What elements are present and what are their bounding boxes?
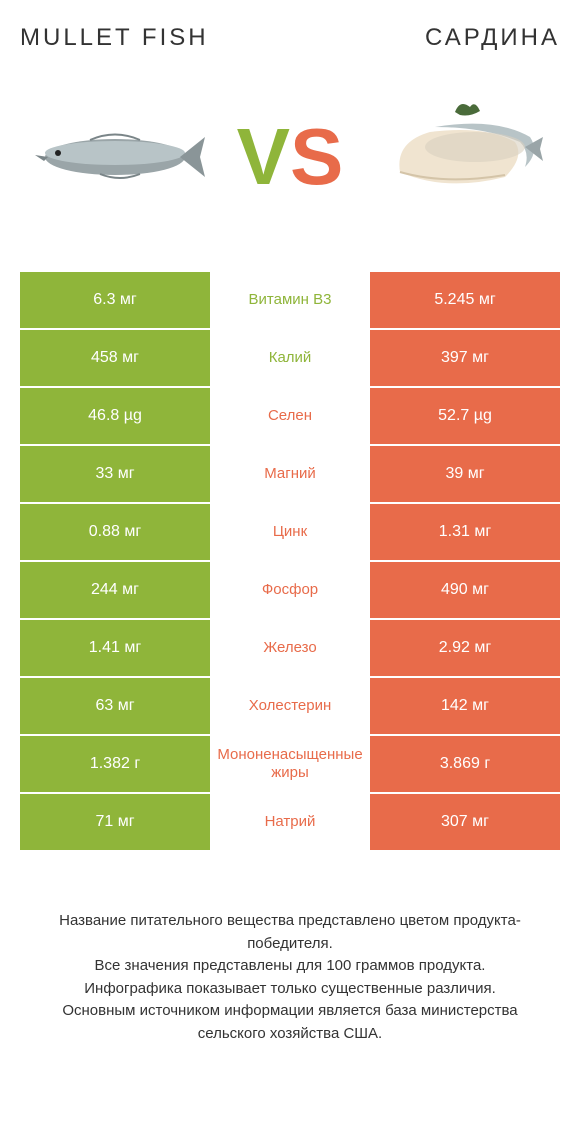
nutrient-label: Фосфор bbox=[212, 562, 368, 618]
nutrient-label: Холестерин bbox=[212, 678, 368, 734]
table-row: 0.88 мгЦинк1.31 мг bbox=[20, 504, 560, 560]
value-right: 307 мг bbox=[370, 794, 560, 850]
image-left bbox=[30, 92, 210, 222]
nutrient-label: Витамин B3 bbox=[212, 272, 368, 328]
value-right: 3.869 г bbox=[370, 736, 560, 792]
nutrient-label: Мононенасыщенные жиры bbox=[212, 736, 368, 792]
value-left: 458 мг bbox=[20, 330, 210, 386]
footer-line: Название питательного вещества представл… bbox=[30, 910, 550, 955]
footer-notes: Название питательного вещества представл… bbox=[20, 910, 560, 1045]
image-right bbox=[370, 92, 550, 222]
nutrient-label: Цинк bbox=[212, 504, 368, 560]
header: MULLET FISH САРДИНА bbox=[20, 24, 560, 52]
value-left: 33 мг bbox=[20, 446, 210, 502]
table-row: 63 мгХолестерин142 мг bbox=[20, 678, 560, 734]
value-left: 1.382 г bbox=[20, 736, 210, 792]
value-right: 142 мг bbox=[370, 678, 560, 734]
footer-line: Основным источником информации является … bbox=[30, 1000, 550, 1045]
value-left: 46.8 µg bbox=[20, 388, 210, 444]
value-left: 6.3 мг bbox=[20, 272, 210, 328]
value-left: 0.88 мг bbox=[20, 504, 210, 560]
vs-badge: VS bbox=[237, 117, 344, 197]
value-right: 490 мг bbox=[370, 562, 560, 618]
nutrient-label: Железо bbox=[212, 620, 368, 676]
table-row: 33 мгМагний39 мг bbox=[20, 446, 560, 502]
value-left: 1.41 мг bbox=[20, 620, 210, 676]
table-row: 244 мгФосфор490 мг bbox=[20, 562, 560, 618]
vs-v: V bbox=[237, 117, 290, 197]
footer-line: Все значения представлены для 100 граммо… bbox=[30, 955, 550, 978]
value-right: 1.31 мг bbox=[370, 504, 560, 560]
title-right: САРДИНА bbox=[425, 24, 560, 52]
table-row: 6.3 мгВитамин B35.245 мг bbox=[20, 272, 560, 328]
value-right: 39 мг bbox=[370, 446, 560, 502]
value-left: 63 мг bbox=[20, 678, 210, 734]
footer-line: Инфографика показывает только существенн… bbox=[30, 978, 550, 1001]
nutrient-label: Натрий bbox=[212, 794, 368, 850]
value-right: 2.92 мг bbox=[370, 620, 560, 676]
nutrient-label: Калий bbox=[212, 330, 368, 386]
vs-s: S bbox=[290, 117, 343, 197]
nutrient-label: Магний bbox=[212, 446, 368, 502]
table-row: 458 мгКалий397 мг bbox=[20, 330, 560, 386]
table-row: 46.8 µgСелен52.7 µg bbox=[20, 388, 560, 444]
value-right: 52.7 µg bbox=[370, 388, 560, 444]
value-right: 5.245 мг bbox=[370, 272, 560, 328]
comparison-table: 6.3 мгВитамин B35.245 мг458 мгКалий397 м… bbox=[20, 272, 560, 850]
title-left: MULLET FISH bbox=[20, 24, 209, 52]
value-left: 244 мг bbox=[20, 562, 210, 618]
value-right: 397 мг bbox=[370, 330, 560, 386]
table-row: 71 мгНатрий307 мг bbox=[20, 794, 560, 850]
table-row: 1.382 гМононенасыщенные жиры3.869 г bbox=[20, 736, 560, 792]
hero: VS bbox=[20, 92, 560, 222]
table-row: 1.41 мгЖелезо2.92 мг bbox=[20, 620, 560, 676]
nutrient-label: Селен bbox=[212, 388, 368, 444]
value-left: 71 мг bbox=[20, 794, 210, 850]
